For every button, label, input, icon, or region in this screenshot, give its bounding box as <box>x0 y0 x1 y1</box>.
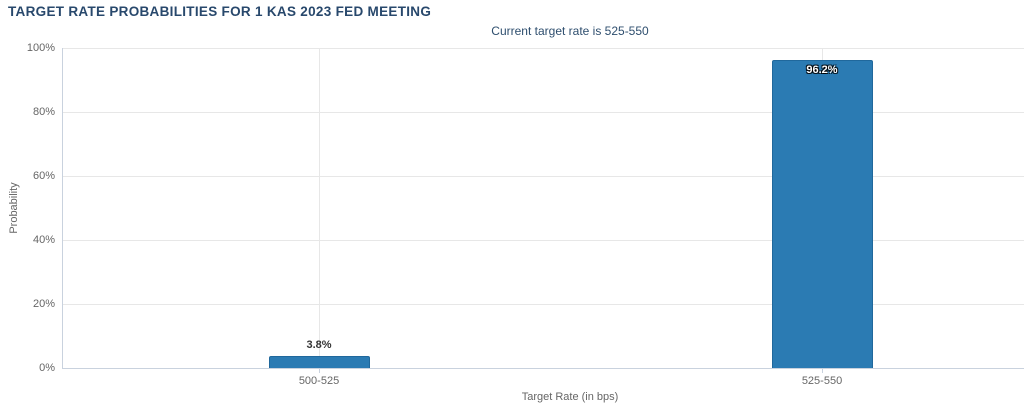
bar-525-550[interactable] <box>771 60 873 368</box>
bar-value-label: 3.8% <box>306 338 332 351</box>
x-tick-mark <box>822 368 823 373</box>
y-gridline <box>63 176 1024 177</box>
y-gridline <box>63 304 1024 305</box>
y-tick-label: 40% <box>32 234 55 246</box>
y-tick-label: 100% <box>26 42 55 54</box>
category-gridline <box>319 48 320 368</box>
x-tick-label: 500-525 <box>298 375 340 387</box>
y-tick-label: 80% <box>32 106 55 118</box>
plot-area: 3.8% 500-525 96.2% 525-550 <box>62 48 1024 387</box>
x-tick-label: 525-550 <box>801 375 843 387</box>
x-tick-mark <box>319 368 320 373</box>
bar-500-525[interactable] <box>268 355 370 368</box>
bar-value-label: 96.2% <box>806 64 838 77</box>
x-axis-title: Target Rate (in bps) <box>521 391 619 403</box>
y-gridline <box>63 48 1024 49</box>
y-gridline <box>63 240 1024 241</box>
y-axis-title: Probability <box>8 182 20 234</box>
chart-title: TARGET RATE PROBABILITIES FOR 1 KAS 2023… <box>8 4 432 19</box>
y-gridline <box>63 112 1024 113</box>
y-tick-label: 20% <box>32 298 55 310</box>
y-tick-label: 60% <box>32 170 55 182</box>
y-tick-label: 0% <box>39 362 55 374</box>
chart-subtitle: Current target rate is 525-550 <box>491 24 649 38</box>
